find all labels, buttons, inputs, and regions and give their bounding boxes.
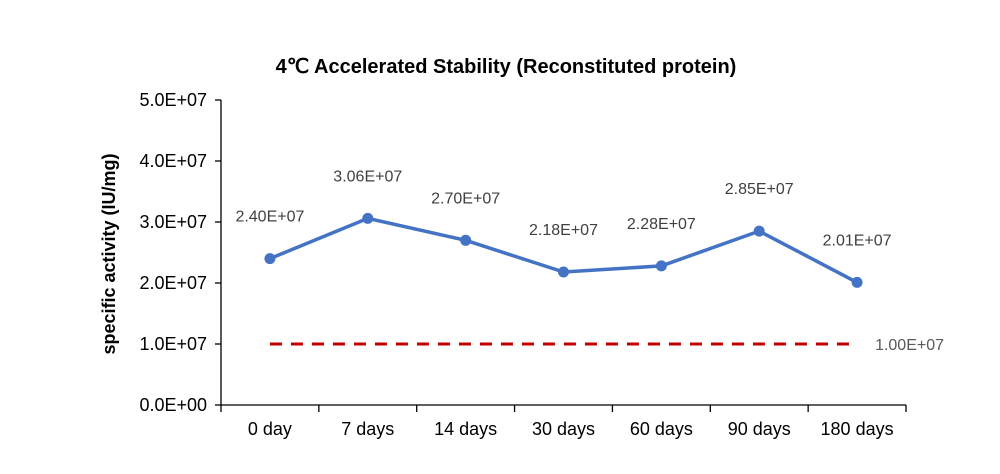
y-tick-label: 4.0E+07 (139, 151, 207, 171)
data-point (362, 212, 374, 224)
data-label: 2.18E+07 (529, 222, 598, 239)
x-tick-label: 14 days (434, 419, 497, 439)
data-point (655, 260, 667, 272)
data-point (851, 276, 863, 288)
data-point (264, 253, 276, 265)
y-axis-label: specific activity (IU/mg) (99, 153, 119, 354)
data-label: 2.70E+07 (431, 190, 500, 207)
data-point (558, 266, 569, 278)
x-tick-label: 90 days (728, 419, 791, 439)
y-tick-label: 2.0E+07 (139, 273, 207, 293)
axes: 0.0E+00 1.0E+07 2.0E+07 3.0E+07 4.0E+07 5.0E+… (139, 90, 907, 439)
data-label: 2.40E+07 (235, 209, 304, 226)
x-tick-label: 7 days (341, 419, 394, 439)
y-tick-label: 0.0E+00 (139, 395, 207, 415)
y-tick-label: 5.0E+07 (139, 90, 207, 110)
plot-area: 1.00E+07 2.40E+07 3.06E+07 2.70E+07 2.18E+07… (235, 168, 944, 354)
x-tick-label: 30 days (532, 419, 595, 439)
x-tick-label: 60 days (630, 419, 693, 439)
y-tick-label: 3.0E+07 (139, 212, 207, 232)
chart-title: 4℃ Accelerated Stability (Reconstituted … (276, 56, 737, 78)
data-label: 2.28E+07 (627, 216, 696, 233)
data-label: 3.06E+07 (333, 168, 402, 185)
data-point (460, 234, 472, 246)
data-label: 2.01E+07 (823, 232, 892, 249)
data-point (753, 225, 765, 237)
y-tick-label: 1.0E+07 (139, 334, 207, 354)
x-tick-label: 180 days (821, 419, 894, 439)
x-tick-label: 0 day (248, 419, 292, 439)
data-label: 2.85E+07 (725, 181, 794, 198)
threshold-label: 1.00E+07 (875, 337, 944, 354)
